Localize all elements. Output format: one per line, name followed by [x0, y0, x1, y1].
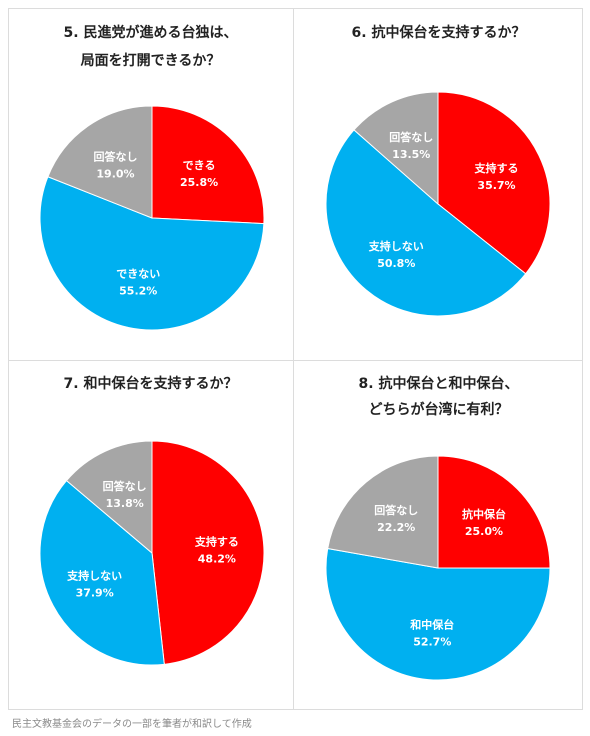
pie-slice	[327, 455, 439, 569]
slice-category-label: 支持する	[194, 534, 239, 548]
slice-value-label: 13.8%	[106, 497, 144, 510]
pie-slice	[47, 105, 153, 219]
chart-title-line-2: どちらが台湾に有利？	[368, 402, 509, 418]
slice-value-label: 55.2%	[119, 284, 157, 297]
pie-slice	[437, 91, 551, 275]
pie-slice	[437, 455, 551, 569]
slice-category-label: できる	[183, 159, 216, 172]
pie-slice	[151, 440, 265, 665]
chart-title-line-1: 5. 民進党が進める台独は、	[63, 25, 238, 41]
slice-value-label: 25.0%	[465, 525, 503, 538]
slice-category-label: 支持する	[474, 161, 519, 175]
slice-value-label: 35.7%	[477, 179, 515, 192]
slice-value-label: 22.2%	[377, 521, 415, 534]
slice-value-label: 25.8%	[180, 176, 218, 189]
pie-chart: できる 25.8% できない 55.2% 回答なし 19.0%	[39, 105, 265, 331]
slice-category-label: 回答なし	[103, 479, 147, 493]
pie-slice	[39, 176, 265, 331]
slice-category-label: 回答なし	[93, 149, 137, 163]
slice-category-label: 支持しない	[66, 569, 122, 583]
grid-divider-horizontal	[8, 360, 583, 361]
chart-panel-6: 6. 抗中保台を支持するか？ 支持する 35.7% 支持しない 50.8% 回答なし 13…	[294, 8, 583, 360]
pie-slice	[325, 547, 551, 681]
pie-chart: 支持する 35.7% 支持しない 50.8% 回答なし 13.5%	[325, 91, 551, 317]
slice-category-label: 回答なし	[374, 503, 418, 517]
slice-value-label: 13.5%	[392, 148, 430, 161]
pie-slice	[151, 105, 265, 225]
pie-slice	[65, 440, 153, 555]
grid-divider-vertical	[293, 8, 294, 710]
pie-slice	[353, 91, 439, 206]
chart-title-line-1: 6. 抗中保台を支持するか？	[351, 25, 526, 41]
slice-value-label: 52.7%	[413, 636, 451, 649]
chart-title-line-1: 8. 抗中保台と和中保台、	[358, 376, 519, 392]
chart-panel-7: 7. 和中保台を支持するか？ 支持する 48.2% 支持しない 37.9% 回答なし 13…	[8, 361, 293, 710]
pie-slice	[325, 129, 527, 317]
slice-value-label: 37.9%	[76, 587, 114, 600]
slice-category-label: 抗中保台	[462, 507, 506, 521]
slice-category-label: できない	[116, 267, 160, 280]
source-caption: 民主文教基金会のデータの一部を筆者が和訳して作成	[12, 719, 252, 730]
slice-category-label: 支持しない	[368, 239, 424, 253]
chart-title-line-2: 局面を打開できるか？	[80, 53, 221, 69]
slice-category-label: 回答なし	[389, 130, 433, 144]
slice-value-label: 48.2%	[198, 552, 236, 565]
chart-panel-8: 8. 抗中保台と和中保台、 どちらが台湾に有利？ 抗中保台 25.0% 和中保台 52…	[294, 361, 583, 710]
slice-category-label: 和中保台	[410, 618, 454, 632]
pie-chart: 抗中保台 25.0% 和中保台 52.7% 回答なし 22.2%	[325, 455, 551, 681]
slice-value-label: 50.8%	[377, 257, 415, 270]
slice-value-label: 19.0%	[96, 167, 134, 180]
chart-title-line-1: 7. 和中保台を支持するか？	[63, 376, 238, 392]
pie-slice	[39, 479, 165, 666]
pie-chart: 支持する 48.2% 支持しない 37.9% 回答なし 13.8%	[39, 440, 265, 666]
chart-panel-5: 5. 民進党が進める台独は、 局面を打開できるか？ できる 25.8% できない 55…	[8, 8, 293, 360]
